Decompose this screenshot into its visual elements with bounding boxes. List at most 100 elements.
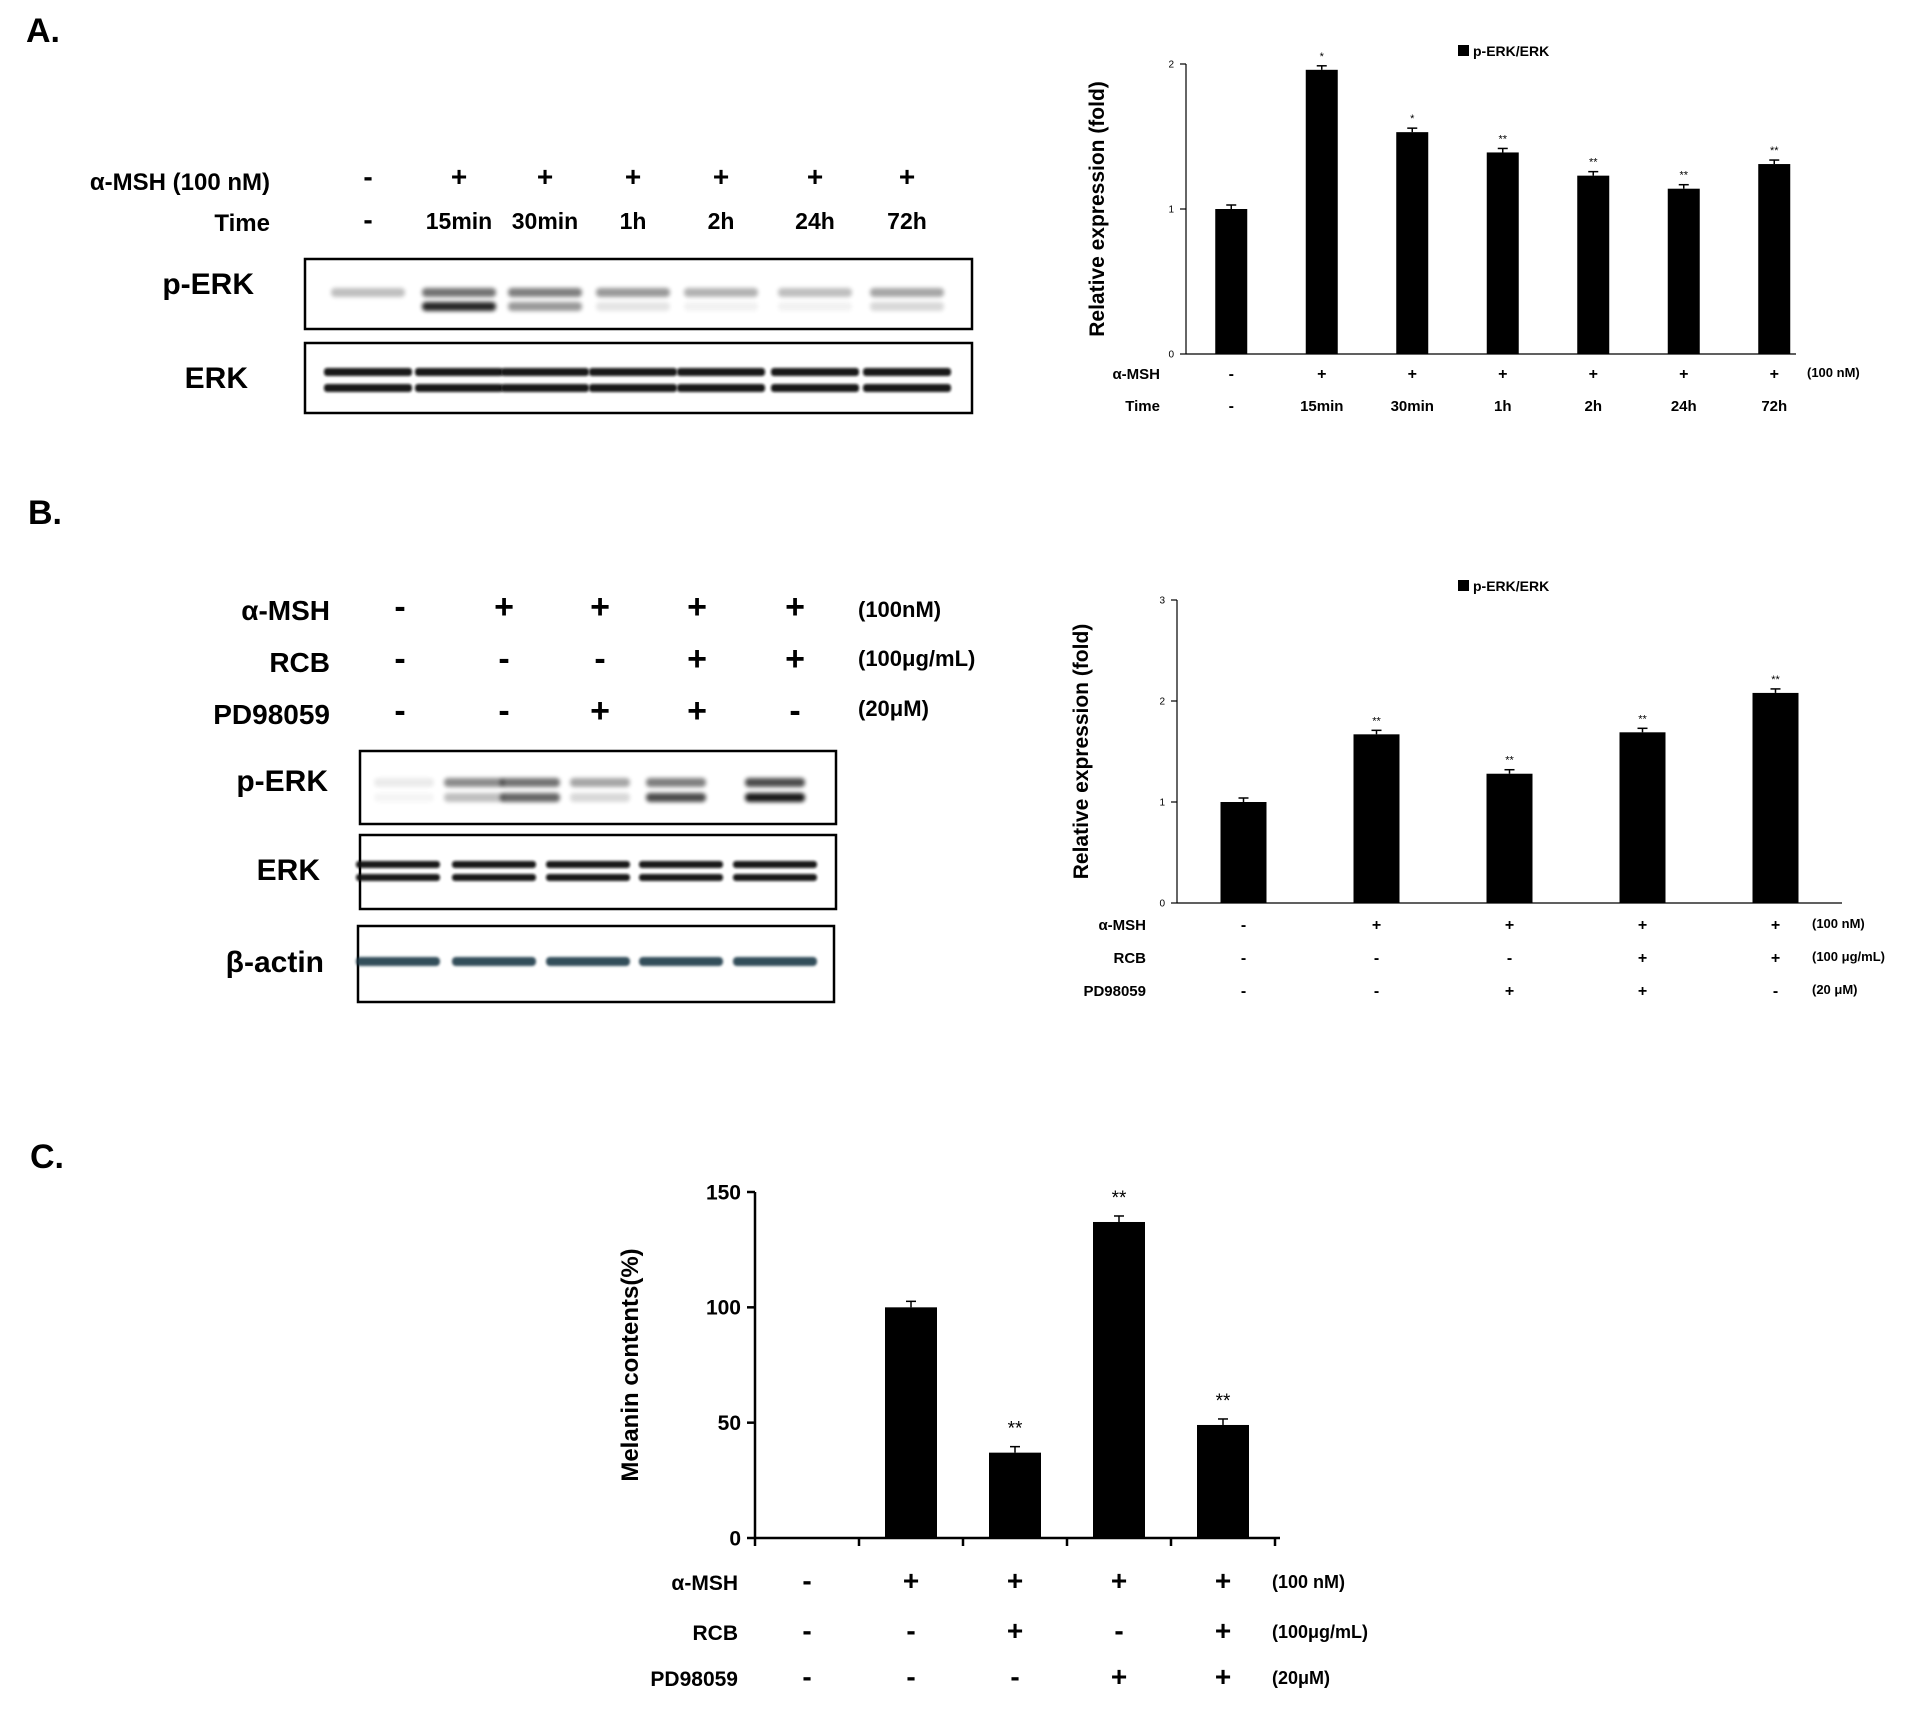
blot-band [500,793,560,802]
condition-value: + [1372,917,1381,934]
blot-band [570,778,630,787]
condition-label: RCB [693,1622,739,1645]
significance-label: * [1320,51,1325,63]
blot-a-band-label: p-ERK [162,268,254,301]
blot-b-condition-value: - [498,640,509,678]
blot-a-band-label: ERK [185,362,249,395]
bar [1577,175,1610,354]
y-axis-label: Melanin contents(%) [617,1248,644,1481]
significance-label: ** [1679,170,1688,182]
bar [1619,732,1666,903]
blot-band [589,384,677,392]
blot-band [444,793,504,802]
blot-band [771,368,859,376]
legend-swatch [1458,45,1469,56]
condition-unit: (20 μM) [1812,982,1858,997]
bar [989,1452,1041,1538]
blot-b-condition-value: - [394,640,405,678]
condition-value: - [802,1615,811,1646]
blot-band [452,861,536,868]
blot-band [452,957,536,966]
blot-band [639,861,723,868]
condition-value: + [1007,1615,1023,1646]
blot-a-condition-value: - [363,204,372,235]
western-blot-b: α-MSH RCB PD98059 (100nM) (100μg/mL) (20… [213,588,975,1004]
blot-b-pERK-membrane [358,749,838,826]
blot-a-condition-value: - [363,161,372,192]
condition-value: 30min [1391,398,1434,415]
y-tick-label: 0 [1168,350,1174,361]
condition-value: - [1241,950,1246,967]
blot-band [863,368,951,376]
blot-band [570,793,630,802]
blot-b-unit-label: (20μM) [858,696,929,721]
blot-b-condition-value: + [590,692,610,730]
condition-unit: (100 nM) [1812,916,1865,931]
blot-b-unit-label: (100μg/mL) [858,646,975,671]
blot-a-condition-value: 15min [426,208,492,234]
y-tick-label: 150 [706,1181,741,1204]
blot-band [677,368,765,376]
blot-band [870,288,944,297]
condition-value: + [903,1565,919,1596]
blot-band [546,874,630,881]
panel-label-a: A. [26,12,60,50]
western-blot-a: α-MSH (100 nM) Time - + + + + + + - 15min 30min 1… [90,161,974,415]
condition-label: α-MSH [1112,366,1160,383]
bar-chart-b: 0 1 2 3 Relative expression (fold) p-ERK/ERK *… [1070,578,1885,1000]
blot-b-band-label: p-ERK [236,765,328,798]
blot-b-condition-value: - [498,692,509,730]
bar [1396,132,1429,354]
blot-a-condition-value: 1h [620,208,647,234]
blot-b-condition-label: RCB [269,647,330,678]
condition-value: + [1505,917,1514,934]
condition-value: - [1241,983,1246,1000]
significance-label: ** [1498,133,1507,145]
condition-value: + [1770,366,1779,383]
condition-value: + [1317,366,1326,383]
condition-value: - [906,1615,915,1646]
condition-value: + [1771,950,1780,967]
condition-value: - [1010,1661,1019,1692]
blot-band [356,861,440,868]
panel-label-c: C. [30,1138,64,1176]
blot-band [452,874,536,881]
condition-value: + [1771,917,1780,934]
significance-label: ** [1638,713,1647,725]
condition-value: - [802,1661,811,1692]
bar [1220,802,1267,903]
y-axis-label: Relative expression (fold) [1070,624,1093,880]
blot-band [863,384,951,392]
bar [1353,734,1400,903]
y-tick-label: 1 [1168,205,1174,216]
blot-band [324,384,412,392]
blot-b-condition-value: + [687,640,707,678]
y-tick-label: 2 [1168,60,1174,71]
blot-b-condition-value: - [594,640,605,678]
y-tick-label: 0 [1159,899,1165,910]
condition-value: + [1498,366,1507,383]
blot-band [639,957,723,966]
y-tick-label: 1 [1159,798,1165,809]
condition-value: - [1507,950,1512,967]
significance-label: ** [1372,715,1381,727]
bar [885,1307,937,1538]
blot-b-condition-value: + [785,640,805,678]
condition-unit: (100 μg/mL) [1812,949,1885,964]
legend-label: p-ERK/ERK [1473,578,1549,594]
condition-value: + [1111,1661,1127,1692]
blot-band [422,302,496,311]
blot-band [684,288,758,297]
bar [1486,152,1519,354]
blot-band [500,778,560,787]
condition-unit: (20μM) [1272,1668,1330,1688]
blot-b-unit-label: (100nM) [858,597,941,622]
condition-value: + [1679,366,1688,383]
bar [1758,164,1791,354]
condition-value: 15min [1300,398,1343,415]
blot-b-condition-value: + [590,588,610,626]
blot-band [646,793,706,802]
condition-value: - [1114,1615,1123,1646]
blot-band [374,778,434,787]
